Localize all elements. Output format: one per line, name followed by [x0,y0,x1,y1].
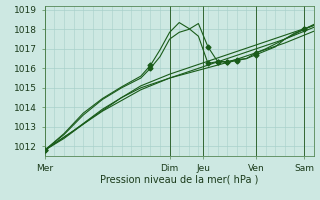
X-axis label: Pression niveau de la mer( hPa ): Pression niveau de la mer( hPa ) [100,174,258,184]
